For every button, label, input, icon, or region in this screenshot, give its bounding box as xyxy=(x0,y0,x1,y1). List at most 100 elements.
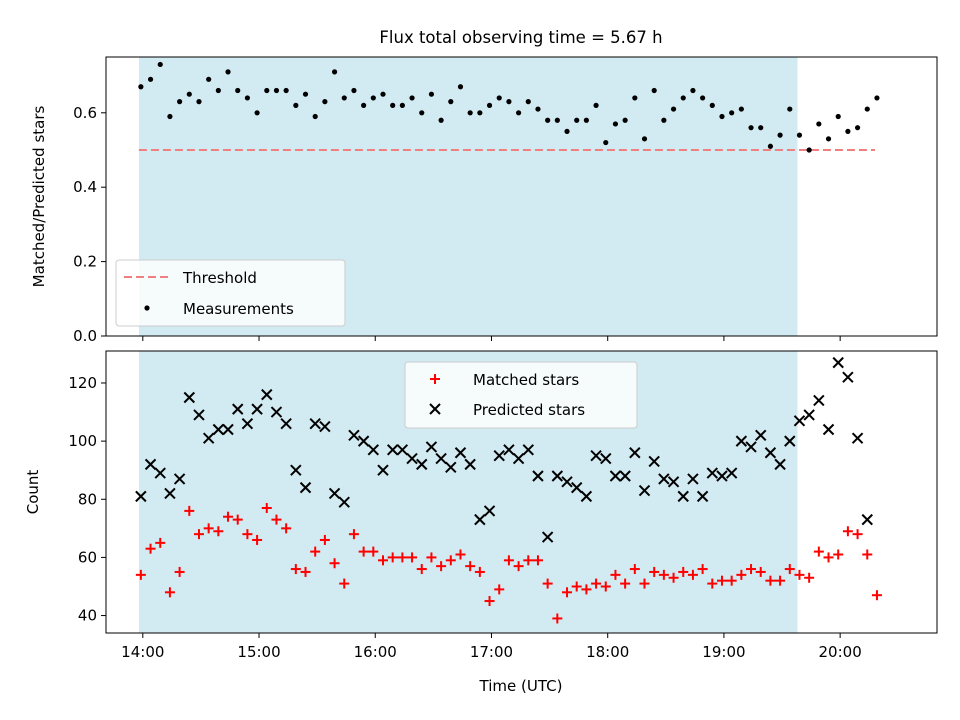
predicted-star-point xyxy=(725,467,738,479)
predicted-star-point xyxy=(745,441,757,453)
bottom-y-tick-label: 120 xyxy=(68,374,97,392)
predicted-star-point xyxy=(600,452,612,465)
predicted-star-point xyxy=(561,476,573,488)
measurement-point xyxy=(777,132,783,138)
predicted-star-point xyxy=(483,505,496,517)
measurement-point xyxy=(835,113,841,120)
predicted-star-point xyxy=(638,484,651,497)
matched-star-point xyxy=(310,546,321,557)
predicted-star-point xyxy=(619,470,631,482)
matched-star-point xyxy=(571,581,582,592)
matched-star-point xyxy=(223,511,234,522)
predicted-star-point xyxy=(474,513,486,526)
matched-star-point xyxy=(281,523,292,534)
measurement-point xyxy=(593,102,599,108)
top-measurement-points xyxy=(138,61,880,153)
measurement-point xyxy=(583,117,589,123)
measurement-point xyxy=(157,61,163,68)
predicted-star-point xyxy=(425,441,438,453)
predicted-star-point xyxy=(580,490,593,503)
predicted-star-point xyxy=(832,356,844,369)
predicted-star-point xyxy=(309,417,321,430)
measurement-point xyxy=(448,99,454,105)
predicted-star-point xyxy=(377,464,389,476)
matched-star-point xyxy=(823,552,834,563)
matched-star-point xyxy=(871,590,882,601)
matched-star-point xyxy=(620,578,631,589)
matched-legend-label: Matched stars xyxy=(473,371,579,389)
measurement-point xyxy=(409,95,415,101)
predicted-star-point xyxy=(261,388,273,401)
matched-star-point xyxy=(445,555,456,566)
chart-title: Flux total observing time = 5.67 h xyxy=(379,28,662,47)
top-plot-frame xyxy=(105,56,938,337)
matched-star-point xyxy=(833,549,844,560)
matched-star-point xyxy=(465,561,476,572)
measurement-point xyxy=(312,113,318,120)
predicted-star-point xyxy=(590,449,602,462)
matched-star-point xyxy=(523,555,534,566)
top-legend: Threshold Measurements xyxy=(115,259,346,327)
x-tick-label: 17:00 xyxy=(470,643,513,661)
measurement-point xyxy=(419,110,425,116)
measurement-point xyxy=(641,136,648,142)
top-y-axis: 0.0 0.2 0.4 0.6 xyxy=(73,104,106,345)
x-tick-label: 19:00 xyxy=(702,643,745,661)
matched-star-point xyxy=(707,578,718,589)
measurement-point xyxy=(438,117,444,123)
matched-star-point xyxy=(668,572,679,583)
matched-star-point xyxy=(232,514,243,525)
measurement-point xyxy=(477,110,483,116)
matched-star-point xyxy=(532,555,543,566)
matched-star-point xyxy=(697,564,708,575)
measurements-legend-swatch xyxy=(144,305,150,311)
matched-star-point xyxy=(164,587,175,598)
bottom-y-tick-label: 80 xyxy=(78,490,97,508)
predicted-star-point xyxy=(696,490,709,503)
predicted-star-point xyxy=(164,487,176,500)
bottom-x-axis: 14:00 15:00 16:00 17:00 18:00 19:00 20:00 xyxy=(121,633,862,661)
top-legend-box xyxy=(115,259,346,327)
bottom-plot-frame xyxy=(105,350,938,634)
matched-star-point xyxy=(658,569,669,580)
bottom-y-tick-label: 40 xyxy=(78,607,97,625)
measurement-point xyxy=(845,128,851,134)
measurement-point xyxy=(196,99,202,105)
x-tick-label: 16:00 xyxy=(354,643,397,661)
matched-star-point xyxy=(300,566,311,577)
matched-star-point xyxy=(193,529,204,540)
predicted-star-point xyxy=(861,513,873,526)
matched-star-point xyxy=(484,596,495,607)
matched-star-point xyxy=(649,566,660,577)
measurement-point xyxy=(700,95,706,101)
measurement-point xyxy=(564,128,570,134)
measurement-point xyxy=(738,106,744,112)
measurement-point xyxy=(525,99,531,105)
predicted-star-point xyxy=(813,394,825,407)
matched-star-point xyxy=(610,569,621,580)
predicted-star-point xyxy=(154,467,166,479)
predicted-star-point xyxy=(851,432,864,444)
measurement-point xyxy=(225,69,231,75)
measurement-point xyxy=(506,99,512,105)
predicted-star-point xyxy=(648,455,660,468)
measurement-point xyxy=(370,95,376,101)
measurement-point xyxy=(806,147,812,153)
predicted-star-point xyxy=(348,429,360,442)
bottom-legend-box xyxy=(404,361,638,429)
predicted-star-point xyxy=(406,452,418,465)
predicted-star-point xyxy=(338,496,350,508)
predicted-star-point xyxy=(416,458,428,471)
matched-star-point xyxy=(513,561,524,572)
bottom-panel: 40 60 80 100 120 14:00 15:00 16:00 17:00 18:00 19… xyxy=(24,350,938,661)
top-panel: 0.0 0.2 0.4 0.6 Matched/Predicted stars Thr… xyxy=(30,56,938,345)
matched-star-point xyxy=(552,613,563,624)
predicted-star-point xyxy=(232,403,244,415)
threshold-legend-label: Threshold xyxy=(182,269,257,287)
measurement-point xyxy=(331,69,338,75)
bottom-y-tick-label: 100 xyxy=(68,432,97,450)
matched-star-point xyxy=(562,587,573,598)
predicted-star-point xyxy=(241,417,254,430)
measurement-point xyxy=(545,117,551,123)
measurement-point xyxy=(341,95,347,101)
